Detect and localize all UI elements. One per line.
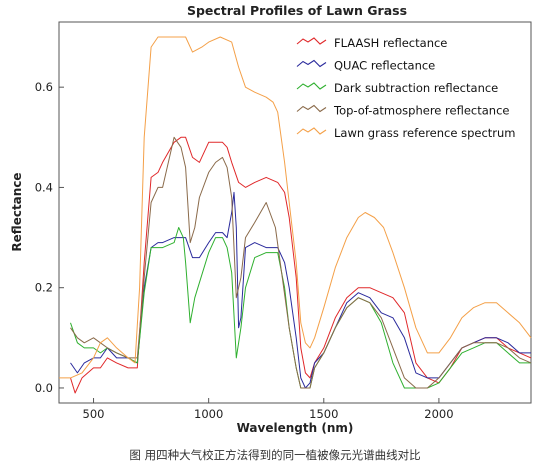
legend-label-4: Top-of-atmosphere reflectance (333, 104, 509, 118)
legend: FLAASH reflectance QUAC reflectance Dark s… (296, 36, 516, 140)
spectral-chart: Spectral Profiles of Lawn Grass 500 1000 1… (10, 3, 532, 435)
legend-label-5: Lawn grass reference spectrum (334, 126, 516, 140)
legend-swatch-5 (296, 127, 327, 135)
y-axis-ticks: 0.0 0.2 0.4 0.6 (35, 80, 64, 395)
x-axis-ticks: 500 1000 1500 2000 (83, 398, 454, 421)
legend-label-1: FLAASH reflectance (334, 36, 447, 50)
plot-frame (58, 21, 532, 404)
x-tick-label: 2000 (424, 407, 453, 421)
x-tick-label: 1000 (194, 407, 223, 421)
y-axis-label: Reflectance (10, 172, 24, 251)
legend-swatch-1 (296, 37, 327, 45)
chart-title: Spectral Profiles of Lawn Grass (187, 3, 407, 18)
legend-label-2: QUAC reflectance (334, 59, 435, 73)
legend-swatch-2 (296, 59, 327, 68)
legend-swatch-3 (296, 82, 327, 90)
y-tick-label: 0.4 (35, 180, 53, 194)
x-tick-label: 500 (83, 407, 105, 421)
x-tick-label: 1500 (309, 407, 338, 421)
series-layer (59, 36, 532, 394)
x-axis-label: Wavelength (nm) (237, 421, 354, 435)
y-tick-label: 0.6 (35, 80, 53, 94)
figure-caption: 图 用四种大气校正方法得到的同一植被像元光谱曲线对比 (129, 448, 421, 462)
y-tick-label: 0.2 (35, 281, 53, 295)
y-tick-label: 0.0 (35, 381, 53, 395)
legend-swatch-4 (296, 104, 327, 113)
series-line-2 (70, 191, 531, 389)
series-line-5 (59, 36, 532, 379)
legend-label-3: Dark subtraction reflectance (334, 81, 498, 95)
series-line-1 (70, 136, 532, 394)
series-line-4 (70, 136, 532, 389)
